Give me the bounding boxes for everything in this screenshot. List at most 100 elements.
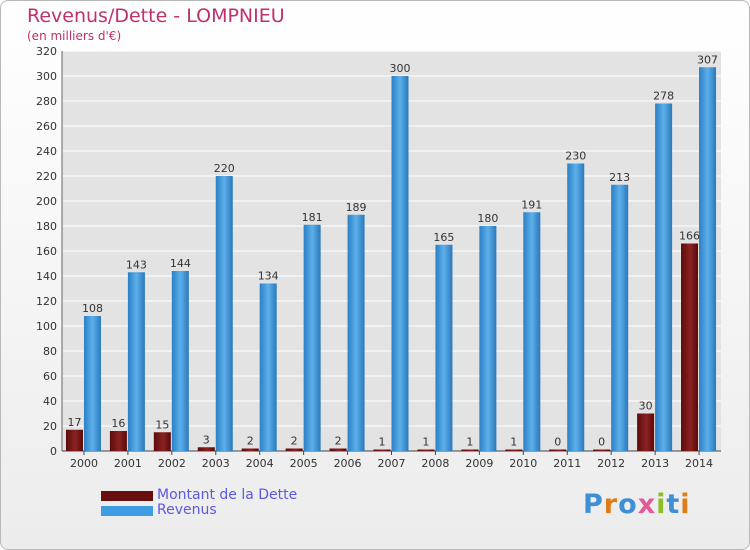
bar-revenus <box>215 176 233 451</box>
x-tick-label: 2001 <box>114 457 142 470</box>
legend-swatch-debt <box>101 491 153 501</box>
y-tick-label: 160 <box>36 245 57 258</box>
data-label-dette: 0 <box>598 436 605 449</box>
y-tick-label: 300 <box>36 70 57 83</box>
data-label-revenus: 220 <box>214 162 235 175</box>
x-tick-label: 2012 <box>597 457 625 470</box>
bar-revenus <box>303 224 321 451</box>
data-label-dette: 1 <box>466 436 473 449</box>
bar-dette <box>681 243 699 451</box>
logo-letter: x <box>637 489 657 520</box>
data-label-dette: 2 <box>291 435 298 448</box>
bar-revenus <box>171 271 189 451</box>
chart-subtitle: (en milliers d'€) <box>27 29 122 43</box>
data-label-revenus: 189 <box>346 201 367 214</box>
bar-dette <box>109 431 127 451</box>
chart-title: Revenus/Dette - LOMPNIEU <box>27 5 285 27</box>
x-tick-label: 2000 <box>70 457 98 470</box>
x-tick-label: 2014 <box>685 457 713 470</box>
x-tick-label: 2007 <box>378 457 406 470</box>
x-tick-label: 2003 <box>202 457 230 470</box>
bar-revenus <box>435 244 453 451</box>
legend-label-debt: Montant de la Dette <box>157 487 298 503</box>
y-tick-label: 60 <box>43 370 57 383</box>
bar-revenus <box>83 316 101 451</box>
y-tick-label: 0 <box>50 445 57 458</box>
bar-dette <box>505 449 523 451</box>
logo-letter: P <box>583 489 604 520</box>
bar-dette <box>241 448 259 451</box>
y-tick-label: 280 <box>36 95 57 108</box>
y-tick-label: 20 <box>43 420 57 433</box>
data-label-revenus: 134 <box>258 270 279 283</box>
data-label-revenus: 144 <box>170 257 191 270</box>
y-tick-label: 220 <box>36 170 57 183</box>
data-label-revenus: 108 <box>82 302 103 315</box>
bar-revenus <box>523 212 541 451</box>
data-label-revenus: 213 <box>609 171 630 184</box>
logo-letter: o <box>618 489 638 520</box>
data-label-revenus: 300 <box>390 62 411 75</box>
bar-revenus <box>567 163 585 451</box>
y-tick-label: 120 <box>36 295 57 308</box>
logo-letter: i <box>680 489 691 520</box>
data-label-dette: 16 <box>111 417 125 430</box>
data-label-revenus: 181 <box>302 211 323 224</box>
y-tick-label: 80 <box>43 345 57 358</box>
bar-dette <box>65 429 83 451</box>
logo-letter: t <box>666 489 681 520</box>
y-tick-label: 240 <box>36 145 57 158</box>
data-label-dette: 3 <box>203 433 210 446</box>
data-label-revenus: 278 <box>653 90 674 103</box>
y-tick-label: 40 <box>43 395 57 408</box>
bar-dette <box>329 448 347 451</box>
bar-revenus <box>611 184 629 451</box>
x-tick-label: 2010 <box>509 457 537 470</box>
y-tick-label: 200 <box>36 195 57 208</box>
bar-dette <box>373 449 391 451</box>
bar-dette <box>153 432 171 451</box>
bar-revenus <box>655 103 673 451</box>
bar-revenus <box>347 214 365 451</box>
data-label-dette: 0 <box>554 436 561 449</box>
bar-dette <box>637 413 655 451</box>
y-tick-label: 320 <box>36 45 57 58</box>
data-label-dette: 2 <box>247 435 254 448</box>
bar-revenus <box>479 226 497 451</box>
data-label-revenus: 165 <box>433 231 454 244</box>
data-label-revenus: 307 <box>697 53 718 66</box>
data-label-dette: 15 <box>155 418 169 431</box>
y-tick-label: 100 <box>36 320 57 333</box>
x-tick-label: 2004 <box>246 457 274 470</box>
bar-dette <box>593 449 611 451</box>
x-tick-label: 2005 <box>290 457 318 470</box>
data-label-revenus: 191 <box>521 198 542 211</box>
bar-revenus <box>699 67 717 451</box>
y-tick-label: 260 <box>36 120 57 133</box>
bar-revenus <box>127 272 145 451</box>
data-label-dette: 2 <box>335 435 342 448</box>
bar-dette <box>549 449 567 451</box>
x-tick-label: 2013 <box>641 457 669 470</box>
data-label-dette: 1 <box>379 436 386 449</box>
x-tick-label: 2006 <box>334 457 362 470</box>
data-label-revenus: 143 <box>126 258 147 271</box>
data-label-dette: 166 <box>679 230 700 243</box>
x-tick-label: 2008 <box>421 457 449 470</box>
data-label-dette: 1 <box>422 436 429 449</box>
x-tick-label: 2009 <box>465 457 493 470</box>
data-label-revenus: 230 <box>565 150 586 163</box>
bar-revenus <box>259 283 277 451</box>
bar-dette <box>285 448 303 451</box>
proxiti-logo: Proxiti <box>583 489 691 520</box>
bar-dette <box>197 447 215 451</box>
data-label-dette: 30 <box>639 400 653 413</box>
y-tick-label: 180 <box>36 220 57 233</box>
data-label-dette: 1 <box>510 436 517 449</box>
x-tick-label: 2002 <box>158 457 186 470</box>
logo-letter: r <box>603 489 619 520</box>
x-tick-label: 2011 <box>553 457 581 470</box>
bar-dette <box>417 449 435 451</box>
